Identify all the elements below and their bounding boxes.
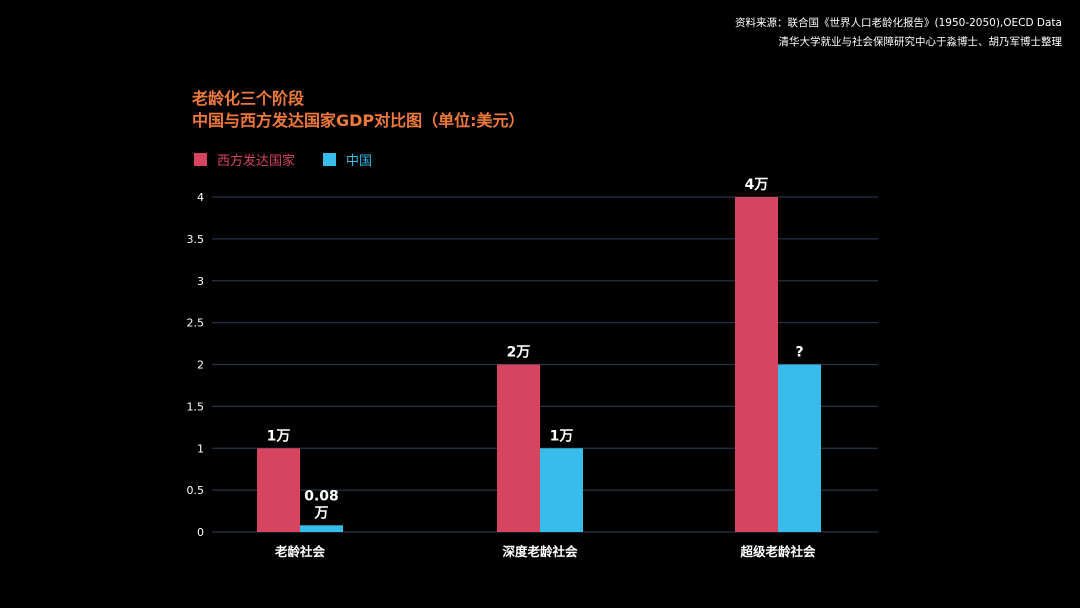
chart-title-block: 老龄化三个阶段 中国与西方发达国家GDP对比图（单位:美元）: [192, 88, 525, 132]
bar-china: [778, 364, 821, 532]
legend-label-china: 中国: [346, 154, 373, 169]
y-tick-label: 1.5: [187, 400, 205, 413]
bar-west: [257, 448, 300, 532]
bar-china: [300, 525, 343, 532]
bar-china: [540, 448, 583, 532]
chart-subtitle: 中国与西方发达国家GDP对比图（单位:美元）: [192, 111, 525, 130]
source-line-1: 资料来源：联合国《世界人口老龄化报告》(1950-2050),OECD Data: [735, 17, 1062, 29]
legend-item-west: 西方发达国家: [194, 150, 295, 169]
bar-west: [735, 197, 778, 532]
y-tick-label: 0: [197, 526, 204, 539]
y-tick-label: 2.5: [187, 317, 205, 330]
source-note: 资料来源：联合国《世界人口老龄化报告》(1950-2050),OECD Data…: [735, 14, 1062, 52]
bar-data-label: 2万: [507, 345, 531, 361]
chart-title: 老龄化三个阶段: [192, 89, 305, 108]
y-tick-label: 2: [197, 359, 204, 372]
x-category-label: 深度老龄社会: [502, 544, 578, 559]
legend-item-china: 中国: [323, 150, 372, 169]
legend-label-west: 西方发达国家: [217, 154, 296, 169]
x-category-label: 超级老龄社会: [739, 544, 816, 559]
source-line-2: 清华大学就业与社会保障研究中心于淼博士、胡乃军博士整理: [778, 36, 1063, 48]
y-tick-label: 3: [197, 275, 204, 288]
legend-swatch-west: [194, 153, 207, 166]
bar-west: [497, 364, 540, 532]
x-category-label: 老龄社会: [274, 544, 326, 559]
bar-data-label: 0.08 万: [304, 488, 339, 521]
legend-swatch-china: [323, 153, 337, 166]
legend: 西方发达国家 中国: [194, 150, 400, 169]
y-tick-label: 1: [197, 442, 204, 455]
y-tick-label: 3.5: [187, 233, 205, 246]
bar-data-label: ?: [795, 345, 803, 361]
bar-data-label: 1万: [267, 428, 291, 444]
y-tick-label: 0.5: [187, 484, 205, 497]
bar-data-label: 1万: [550, 428, 574, 444]
y-tick-label: 4: [197, 191, 204, 204]
bar-data-label: 4万: [745, 177, 769, 193]
